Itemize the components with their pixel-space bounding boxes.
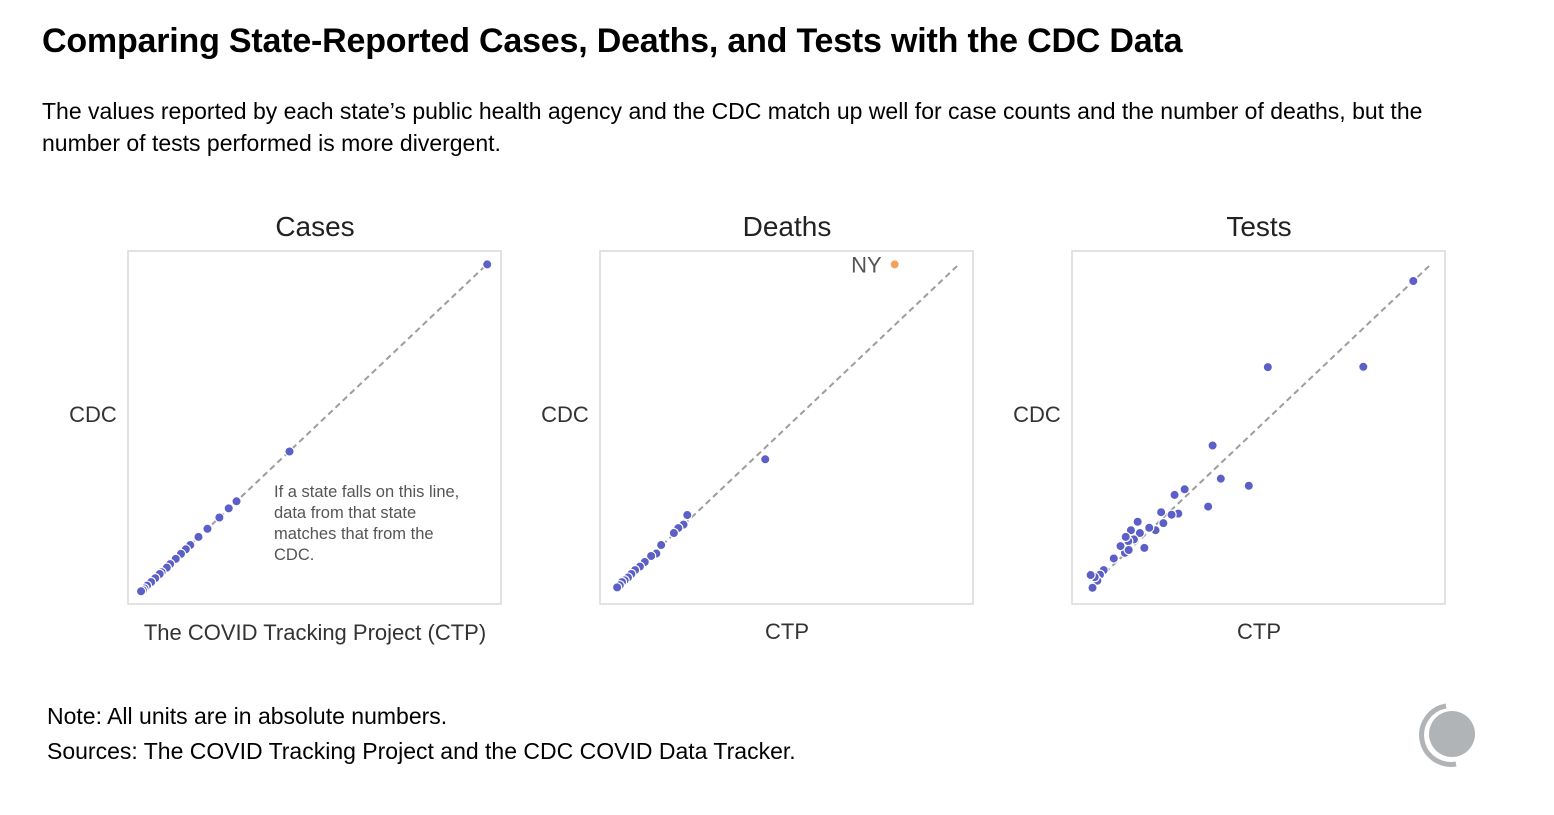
data-point	[611, 582, 623, 593]
x-axis-label: The COVID Tracking Project (CTP)	[144, 620, 486, 645]
data-point	[1139, 542, 1150, 554]
highlight-point	[889, 259, 900, 270]
data-point	[1115, 540, 1126, 552]
data-point	[1202, 501, 1214, 512]
data-point	[655, 539, 667, 551]
data-point	[1108, 553, 1119, 564]
data-point	[1215, 473, 1227, 484]
chart-title: Deaths	[743, 211, 832, 242]
reference-line	[1089, 262, 1433, 588]
data-point	[1085, 569, 1096, 581]
data-point	[1243, 480, 1255, 491]
logo-dot	[1429, 711, 1475, 757]
data-point	[1087, 582, 1098, 593]
data-point	[284, 446, 295, 457]
y-axis-label: CDC	[69, 402, 117, 427]
x-axis-label: CTP	[1237, 619, 1281, 644]
footer-sources: Sources: The COVID Tracking Project and …	[47, 738, 796, 764]
tests-panel: Tests CDC CTP	[1004, 200, 1474, 660]
data-point	[1358, 361, 1369, 372]
chart-title: Tests	[1226, 211, 1291, 242]
data-point	[202, 523, 213, 535]
deaths-chart: Deaths CDC CTP NY	[541, 211, 974, 644]
data-point	[1207, 440, 1218, 451]
x-axis-label: CTP	[765, 619, 809, 644]
data-point	[1169, 489, 1180, 501]
logo-arc	[1419, 703, 1457, 767]
reference-line	[145, 262, 489, 588]
data-point	[1125, 525, 1137, 536]
data-point	[231, 496, 242, 507]
page-subtitle: The values reported by each state’s publ…	[42, 98, 1423, 156]
data-point	[1262, 361, 1274, 373]
cases-panel: Cases CDC The COVID Tracking Project (CT…	[60, 200, 530, 660]
data-point	[1155, 507, 1167, 518]
deaths-panel: Deaths CDC CTP NY	[532, 200, 1002, 660]
reference-line-annotation: If a state falls on this line, data from…	[274, 483, 464, 564]
y-axis-label: CDC	[1013, 402, 1061, 427]
tests-chart: Tests CDC CTP	[1013, 211, 1446, 644]
footer-note: Note: All units are in absolute numbers.	[47, 703, 448, 729]
reference-line	[617, 262, 961, 588]
data-point	[223, 503, 234, 514]
page-title: Comparing State-Reported Cases, Deaths, …	[42, 22, 1183, 60]
data-point	[214, 512, 225, 523]
data-point	[1144, 522, 1155, 533]
data-point	[1120, 531, 1131, 543]
highlight-label: NY	[851, 252, 882, 277]
data-point	[481, 259, 493, 270]
data-point	[1408, 275, 1419, 287]
y-axis-label: CDC	[541, 402, 589, 427]
plot-frame	[1071, 250, 1446, 605]
cases-chart: Cases CDC The COVID Tracking Project (CT…	[69, 211, 502, 645]
data-point	[1132, 516, 1143, 527]
data-point	[645, 550, 657, 562]
data-point	[1158, 517, 1169, 529]
data-point	[682, 509, 693, 521]
data-point	[1123, 544, 1134, 556]
plot-frame	[599, 250, 974, 605]
data-point	[1179, 484, 1190, 495]
data-point	[1166, 509, 1177, 520]
organization-logo	[1416, 698, 1482, 770]
data-point	[135, 586, 147, 597]
data-point	[668, 527, 680, 539]
chart-title: Cases	[275, 211, 354, 242]
plot-frame	[127, 250, 502, 605]
data-point	[193, 531, 204, 543]
data-point	[760, 454, 771, 465]
